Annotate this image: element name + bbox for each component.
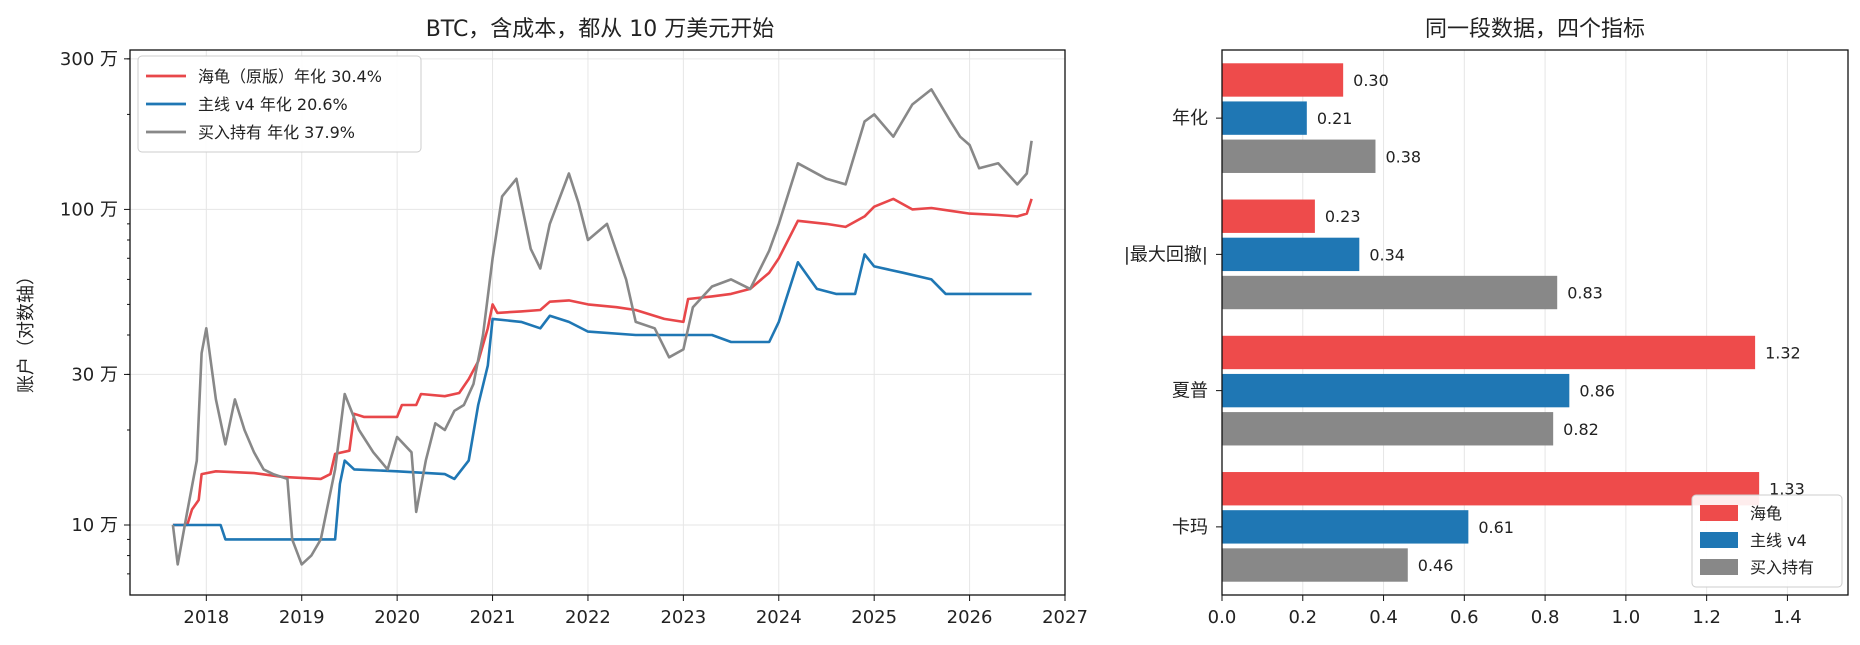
left-axis-ticks: 2018 2019 2020 2021 2022 2023 2024 2025 2026 2027…: [60, 49, 1088, 628]
left-legend: 海龟（原版）年化 30.4% 主线 v4 年化 20.6% 买入持有 年化 37.9…: [137, 55, 422, 153]
right-y-tick-label: 夏普: [1172, 381, 1208, 402]
left-x-tick-label: 2021: [470, 607, 516, 628]
bar-value-label-2-0: 1.32: [1765, 343, 1801, 362]
bar-value-label-2-2: 0.82: [1563, 420, 1599, 439]
bar-0-2: [1222, 139, 1376, 173]
left-x-tick-label: 2024: [756, 607, 802, 628]
left-y-tick-label: 100 万: [60, 199, 118, 220]
bar-0-0: [1222, 63, 1344, 97]
left-legend-label-1: 主线 v4 年化 20.6%: [198, 95, 348, 114]
bar-1-2: [1222, 275, 1558, 310]
right-legend-swatch-2: [1700, 559, 1738, 575]
bar-1-1: [1222, 237, 1360, 272]
left-y-tick-label: 10 万: [71, 515, 118, 536]
right-plot-frame: [1221, 49, 1849, 596]
bar-value-label-0-2: 0.38: [1385, 147, 1421, 166]
bar-value-label-0-1: 0.21: [1317, 109, 1353, 128]
right-x-tick-label: 1.2: [1692, 607, 1721, 628]
bar-value-label-3-2: 0.46: [1418, 556, 1454, 575]
left-x-tick-label: 2020: [374, 607, 420, 628]
right-legend-swatch-1: [1700, 532, 1738, 548]
bar-value-label-1-1: 0.34: [1369, 245, 1405, 264]
bar-value-label-2-1: 0.86: [1579, 382, 1615, 401]
metrics-bar-chart: 同一段数据，四个指标 0.300.210.380.230.340.831.320…: [1124, 17, 1849, 628]
right-y-tick-label: 卡玛: [1172, 517, 1208, 538]
right-x-tick-label: 0.4: [1369, 607, 1398, 628]
left-x-tick-label: 2023: [660, 607, 706, 628]
right-x-tick-label: 0.8: [1531, 607, 1560, 628]
bar-3-1: [1222, 510, 1469, 544]
right-x-tick-label: 0.6: [1450, 607, 1479, 628]
equity-line-chart: BTC，含成本，都从 10 万美元开始 账户（对数轴） 2018 2019 2020…: [16, 17, 1088, 628]
left-legend-label-0: 海龟（原版）年化 30.4%: [198, 67, 382, 86]
bar-1-0: [1222, 199, 1315, 233]
left-y-tick-label: 300 万: [60, 49, 118, 70]
left-plot-frame: [129, 49, 1066, 596]
bar-value-label-3-1: 0.61: [1478, 518, 1514, 537]
left-x-tick-label: 2018: [183, 607, 229, 628]
bar-2-2: [1222, 412, 1554, 446]
left-series-line-2: [171, 88, 1033, 566]
right-x-tick-label: 1.4: [1773, 607, 1802, 628]
bar-2-1: [1222, 373, 1570, 408]
right-legend-label-1: 主线 v4: [1750, 531, 1807, 550]
left-series-lines: [171, 88, 1033, 566]
bar-2-0: [1222, 335, 1756, 370]
bar-0-1: [1222, 101, 1307, 135]
left-series-line-0: [172, 197, 1033, 527]
bar-value-label-1-0: 0.23: [1325, 207, 1361, 226]
left-legend-box: [137, 55, 422, 153]
right-bars: 0.300.21 0.38 0.23 0.34 0.83 1.32 0.86 0.82 1.33…: [1222, 63, 1805, 582]
right-chart-title: 同一段数据，四个指标: [1425, 17, 1645, 42]
right-x-tick-label: 1.0: [1612, 607, 1641, 628]
left-x-tick-label: 2019: [279, 607, 325, 628]
right-legend-label-0: 海龟: [1750, 504, 1782, 523]
right-x-tick-label: 0.2: [1288, 607, 1317, 628]
right-y-tick-label: 年化: [1172, 108, 1208, 129]
bar-value-label-3-0: 1.33: [1769, 480, 1805, 499]
left-legend-label-2: 买入持有 年化 37.9%: [198, 123, 355, 142]
bar-value-label-0-0: 0.30: [1353, 71, 1389, 90]
right-x-tick-label: 0.0: [1208, 607, 1237, 628]
bar-3-0: [1222, 472, 1760, 506]
bar-value-label-1-2: 0.83: [1567, 284, 1603, 303]
left-y-axis-label: 账户（对数轴）: [16, 267, 37, 393]
left-series-line-1: [172, 253, 1032, 541]
left-x-tick-label: 2022: [565, 607, 611, 628]
left-y-tick-label: 30 万: [71, 364, 118, 385]
right-legend-label-2: 买入持有: [1750, 558, 1814, 577]
left-x-tick-label: 2025: [851, 607, 897, 628]
bar-3-2: [1222, 548, 1408, 582]
left-x-tick-label: 2027: [1042, 607, 1088, 628]
right-y-tick-label: |最大回撤|: [1124, 244, 1208, 265]
left-chart-title: BTC，含成本，都从 10 万美元开始: [426, 17, 775, 42]
left-x-tick-label: 2026: [947, 607, 993, 628]
right-legend-swatch-0: [1700, 505, 1738, 521]
